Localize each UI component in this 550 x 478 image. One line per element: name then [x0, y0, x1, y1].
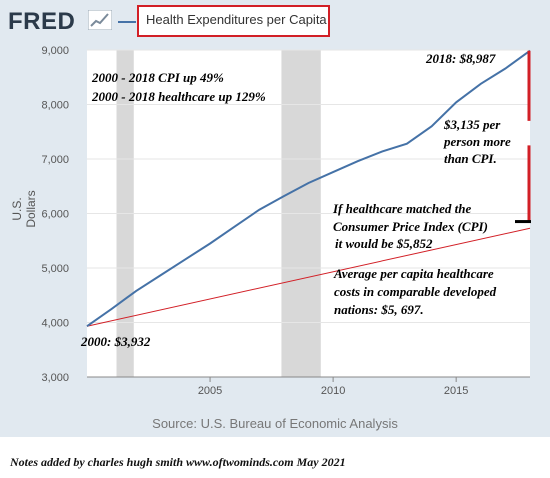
- annotation-cpi-2: Consumer Price Index (CPI): [333, 219, 488, 234]
- y-axis-title: U.S. Dollars: [10, 190, 38, 228]
- notes-text: Notes added by charles hugh smith www.of…: [10, 455, 346, 469]
- annotation-cpi-3: it would be $5,852: [335, 236, 433, 251]
- annotation-healthcare-growth: 2000 - 2018 healthcare up 129%: [91, 89, 266, 104]
- source-text: Source: U.S. Bureau of Economic Analysis: [152, 416, 398, 431]
- cpi-trend-line: [86, 227, 531, 327]
- annotation-cpi-1: If healthcare matched the: [332, 201, 472, 216]
- legend-line-swatch: [118, 21, 136, 23]
- x-tick-label: 2010: [321, 385, 345, 397]
- legend-highlight-box: [137, 5, 330, 37]
- y-tick-label: 7,000: [41, 154, 69, 166]
- fred-logo[interactable]: FRED: [8, 8, 76, 35]
- annotation-start-value: 2000: $3,932: [80, 334, 151, 349]
- x-tick-label: 2015: [444, 385, 468, 397]
- annotation-avg-3: nations: $5, 697.: [334, 302, 424, 317]
- y-tick-label: 6,000: [41, 209, 69, 221]
- annotation-cpi-growth: 2000 - 2018 CPI up 49%: [91, 70, 224, 85]
- annotation-end-value: 2018: $8,987: [425, 51, 496, 66]
- x-tick-label: 2005: [198, 385, 222, 397]
- line-chart-icon: [88, 10, 112, 30]
- legend-label[interactable]: Health Expenditures per Capita: [146, 12, 327, 27]
- annotation-avg-2: costs in comparable developed: [334, 284, 497, 299]
- chart-plot: 3,000 4,000 5,000 6,000 7,000 8,000 9,000 2005 2…: [41, 45, 531, 397]
- y-tick-label: 8,000: [41, 100, 69, 112]
- annotation-avg-1: Average per capita healthcare: [333, 266, 494, 281]
- y-tick-label: 3,000: [41, 372, 69, 384]
- y-tick-label: 9,000: [41, 45, 69, 57]
- annotation-gap-2: person more: [443, 134, 511, 149]
- series-line: [86, 49, 531, 328]
- annotation-gap-3: than CPI.: [444, 151, 497, 166]
- y-tick-label: 4,000: [41, 318, 69, 330]
- y-tick-label: 5,000: [41, 263, 69, 275]
- annotation-gap-1: $3,135 per: [443, 117, 501, 132]
